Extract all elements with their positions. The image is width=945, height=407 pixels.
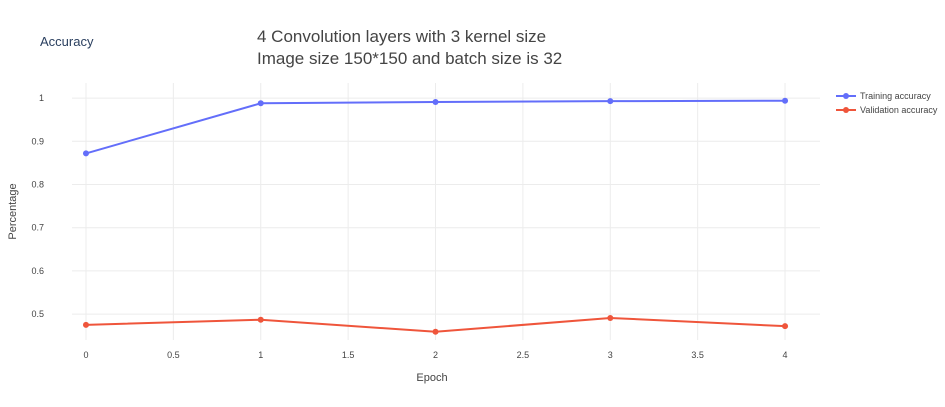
x-tick-label: 2.5 bbox=[517, 350, 530, 360]
x-tick-label: 2 bbox=[433, 350, 438, 360]
y-axis-label: Percentage bbox=[7, 183, 19, 239]
legend[interactable]: Training accuracy Validation accuracy bbox=[836, 89, 937, 117]
series-lines bbox=[82, 97, 789, 335]
data-point-validation bbox=[257, 316, 264, 323]
chart-header-label: Accuracy bbox=[40, 34, 94, 49]
legend-label-training: Training accuracy bbox=[860, 91, 931, 101]
data-point-validation bbox=[782, 323, 789, 330]
data-point-validation bbox=[82, 321, 89, 328]
chart-title: 4 Convolution layers with 3 kernel size … bbox=[257, 26, 562, 70]
data-point-training bbox=[432, 99, 439, 106]
y-tick-label: 0.8 bbox=[31, 180, 44, 190]
legend-item-validation[interactable]: Validation accuracy bbox=[836, 103, 937, 117]
axes: 0.5 0.6 0.7 0.8 0.9 1 0 0.5 1 1.5 2 2.5 3 3.5 4 Epoch Pe… bbox=[7, 93, 788, 384]
data-point-training bbox=[607, 98, 614, 105]
x-tick-label: 0 bbox=[83, 350, 88, 360]
legend-item-training[interactable]: Training accuracy bbox=[836, 89, 937, 103]
legend-label-validation: Validation accuracy bbox=[860, 105, 938, 115]
y-tick-label: 0.9 bbox=[31, 136, 44, 146]
x-tick-label: 4 bbox=[783, 350, 788, 360]
chart-title-line1: 4 Convolution layers with 3 kernel size bbox=[257, 27, 547, 46]
chart-title-line2: Image size 150*150 and batch size is 32 bbox=[257, 49, 563, 68]
x-tick-label: 3.5 bbox=[691, 350, 704, 360]
data-point-training bbox=[257, 100, 264, 107]
x-tick-label: 3 bbox=[608, 350, 613, 360]
legend-swatch-training bbox=[836, 91, 856, 101]
y-tick-label: 0.5 bbox=[31, 309, 44, 319]
data-point-training bbox=[82, 150, 89, 157]
x-tick-label: 0.5 bbox=[167, 350, 180, 360]
y-tick-label: 0.7 bbox=[31, 223, 44, 233]
legend-swatch-validation bbox=[836, 105, 856, 115]
y-tick-label: 0.6 bbox=[31, 266, 44, 276]
data-point-validation bbox=[432, 328, 439, 335]
x-tick-label: 1 bbox=[258, 350, 263, 360]
data-point-validation bbox=[607, 314, 614, 321]
data-point-training bbox=[782, 97, 789, 104]
x-axis-label: Epoch bbox=[416, 372, 447, 384]
x-tick-label: 1.5 bbox=[342, 350, 355, 360]
grid-lines bbox=[72, 83, 820, 340]
y-tick-label: 1 bbox=[39, 93, 44, 103]
